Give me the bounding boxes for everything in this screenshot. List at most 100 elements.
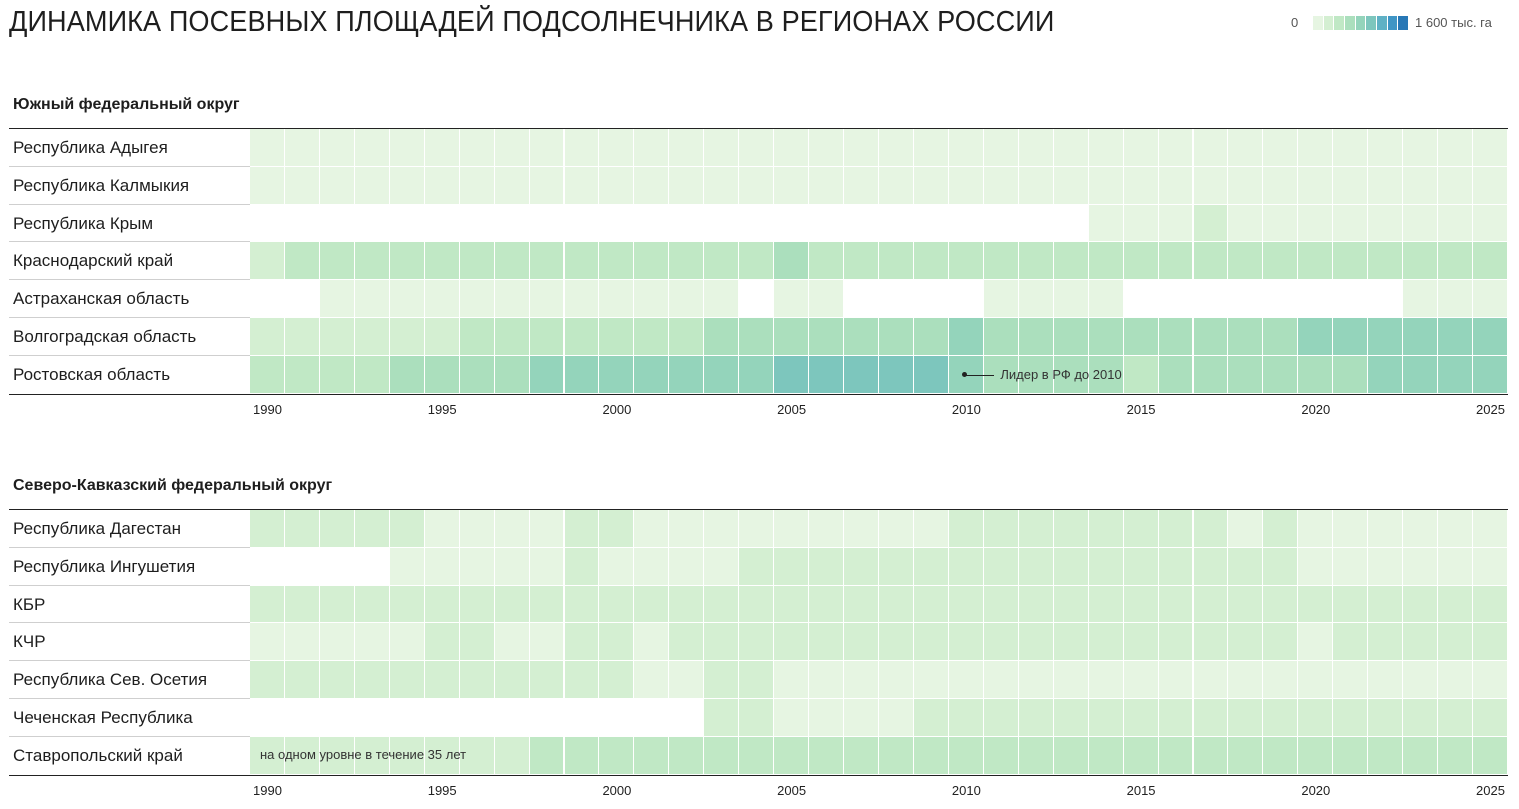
heatmap-cell [1403,318,1438,355]
heatmap-cell [669,661,704,698]
heatmap-cell [564,129,599,166]
heatmap-cell [494,129,529,166]
heatmap-cell [1018,280,1053,317]
heatmap-cell [844,585,878,623]
heatmap-cell [494,623,529,661]
heatmap-cell [1403,661,1438,698]
heatmap-cell [1403,547,1438,585]
heatmap-cell [284,129,319,166]
heatmap-cell [809,585,844,623]
heatmap-cell [1438,623,1473,661]
heatmap-cell [983,736,1018,774]
heatmap-cell [1473,280,1507,317]
heatmap-cell [634,280,669,317]
heatmap-cell [1123,661,1158,698]
legend-swatch [1345,16,1356,30]
heatmap-cell [1333,318,1368,355]
heatmap-cell [1403,242,1438,280]
heatmap-cell [704,585,739,623]
heatmap-cell [424,242,459,280]
heatmap-cell [1158,736,1193,774]
heatmap-cell [913,623,948,661]
row-label: Республика Сев. Осетия [13,670,208,690]
heatmap-cell [1438,166,1473,204]
heatmap-cell [809,242,844,280]
heatmap-cell [389,510,424,547]
heatmap-cell [564,585,599,623]
heatmap-cell [1298,510,1333,547]
heatmap-cell [1053,736,1088,774]
heatmap-cell [1333,661,1368,698]
heatmap-cell [983,585,1018,623]
heatmap-cell [459,510,494,547]
heatmap-cell [250,661,284,698]
heatmap-cell [739,585,774,623]
heatmap-cell [1193,661,1228,698]
heatmap-cell [284,623,319,661]
heatmap-cell [913,547,948,585]
row-separator [9,622,250,624]
heatmap-cell [1088,129,1123,166]
heatmap-cell [739,355,774,393]
heatmap-cell [354,623,389,661]
heatmap-cell [1473,204,1507,242]
heatmap-cell [599,242,634,280]
heatmap-cell [1368,699,1403,736]
heatmap-cell [319,585,354,623]
heatmap-cell [704,699,739,736]
heatmap-cell [669,129,704,166]
heatmap-cell [1228,736,1263,774]
heatmap-cell [1228,547,1263,585]
group-title: Южный федеральный округ [13,96,240,113]
legend-min-label: 0 [1291,15,1299,30]
heatmap-cell [284,510,319,547]
heatmap-cell [389,585,424,623]
legend-swatch [1355,16,1367,30]
heatmap-cell [1263,736,1298,774]
heatmap-cell [1228,510,1263,547]
heatmap-cell [424,166,459,204]
heatmap-cell [913,129,948,166]
heatmap-cell [1298,661,1333,698]
heatmap-cell [1018,355,1053,393]
heatmap-cell [529,661,564,698]
heatmap-cell [983,699,1018,736]
heatmap-cell [494,510,529,547]
heatmap-cell [354,585,389,623]
page-title: ДИНАМИКА ПОСЕВНЫХ ПЛОЩАДЕЙ ПОДСОЛНЕЧНИКА… [9,6,1055,38]
heatmap-cell [459,585,494,623]
heatmap-cell [809,661,844,698]
heatmap-cell [809,699,844,736]
heatmap-cell [983,318,1018,355]
heatmap-cell [844,355,878,393]
heatmap-cell [1403,736,1438,774]
heatmap-cell [1333,242,1368,280]
heatmap-cell [879,585,913,623]
legend-swatch [1366,16,1378,30]
heatmap-cell [1438,699,1473,736]
heatmap-cell [1473,585,1507,623]
x-tick-label: 2005 [777,402,807,417]
heatmap-cell [1263,166,1298,204]
heatmap-cell [1123,242,1158,280]
heatmap-cell [669,280,704,317]
heatmap-cell [1403,166,1438,204]
row-separator [9,279,250,281]
heatmap-cell [1333,585,1368,623]
heatmap-cell [1088,623,1123,661]
heatmap-cell [1158,547,1193,585]
heatmap-cell [669,510,704,547]
heatmap-cell [704,547,739,585]
heatmap-cell [1053,129,1088,166]
heatmap-cell [913,242,948,280]
heatmap-cell [1123,355,1158,393]
annotation-text: Лидер в РФ до 2010 [1000,366,1122,382]
heatmap-cell [1473,166,1507,204]
row-label: Республика Крым [13,213,154,233]
heatmap-cell [599,585,634,623]
heatmap-cell [1158,585,1193,623]
heatmap-cell [564,242,599,280]
heatmap-cell [1368,547,1403,585]
heatmap-cell [1333,623,1368,661]
heatmap-cell [459,355,494,393]
